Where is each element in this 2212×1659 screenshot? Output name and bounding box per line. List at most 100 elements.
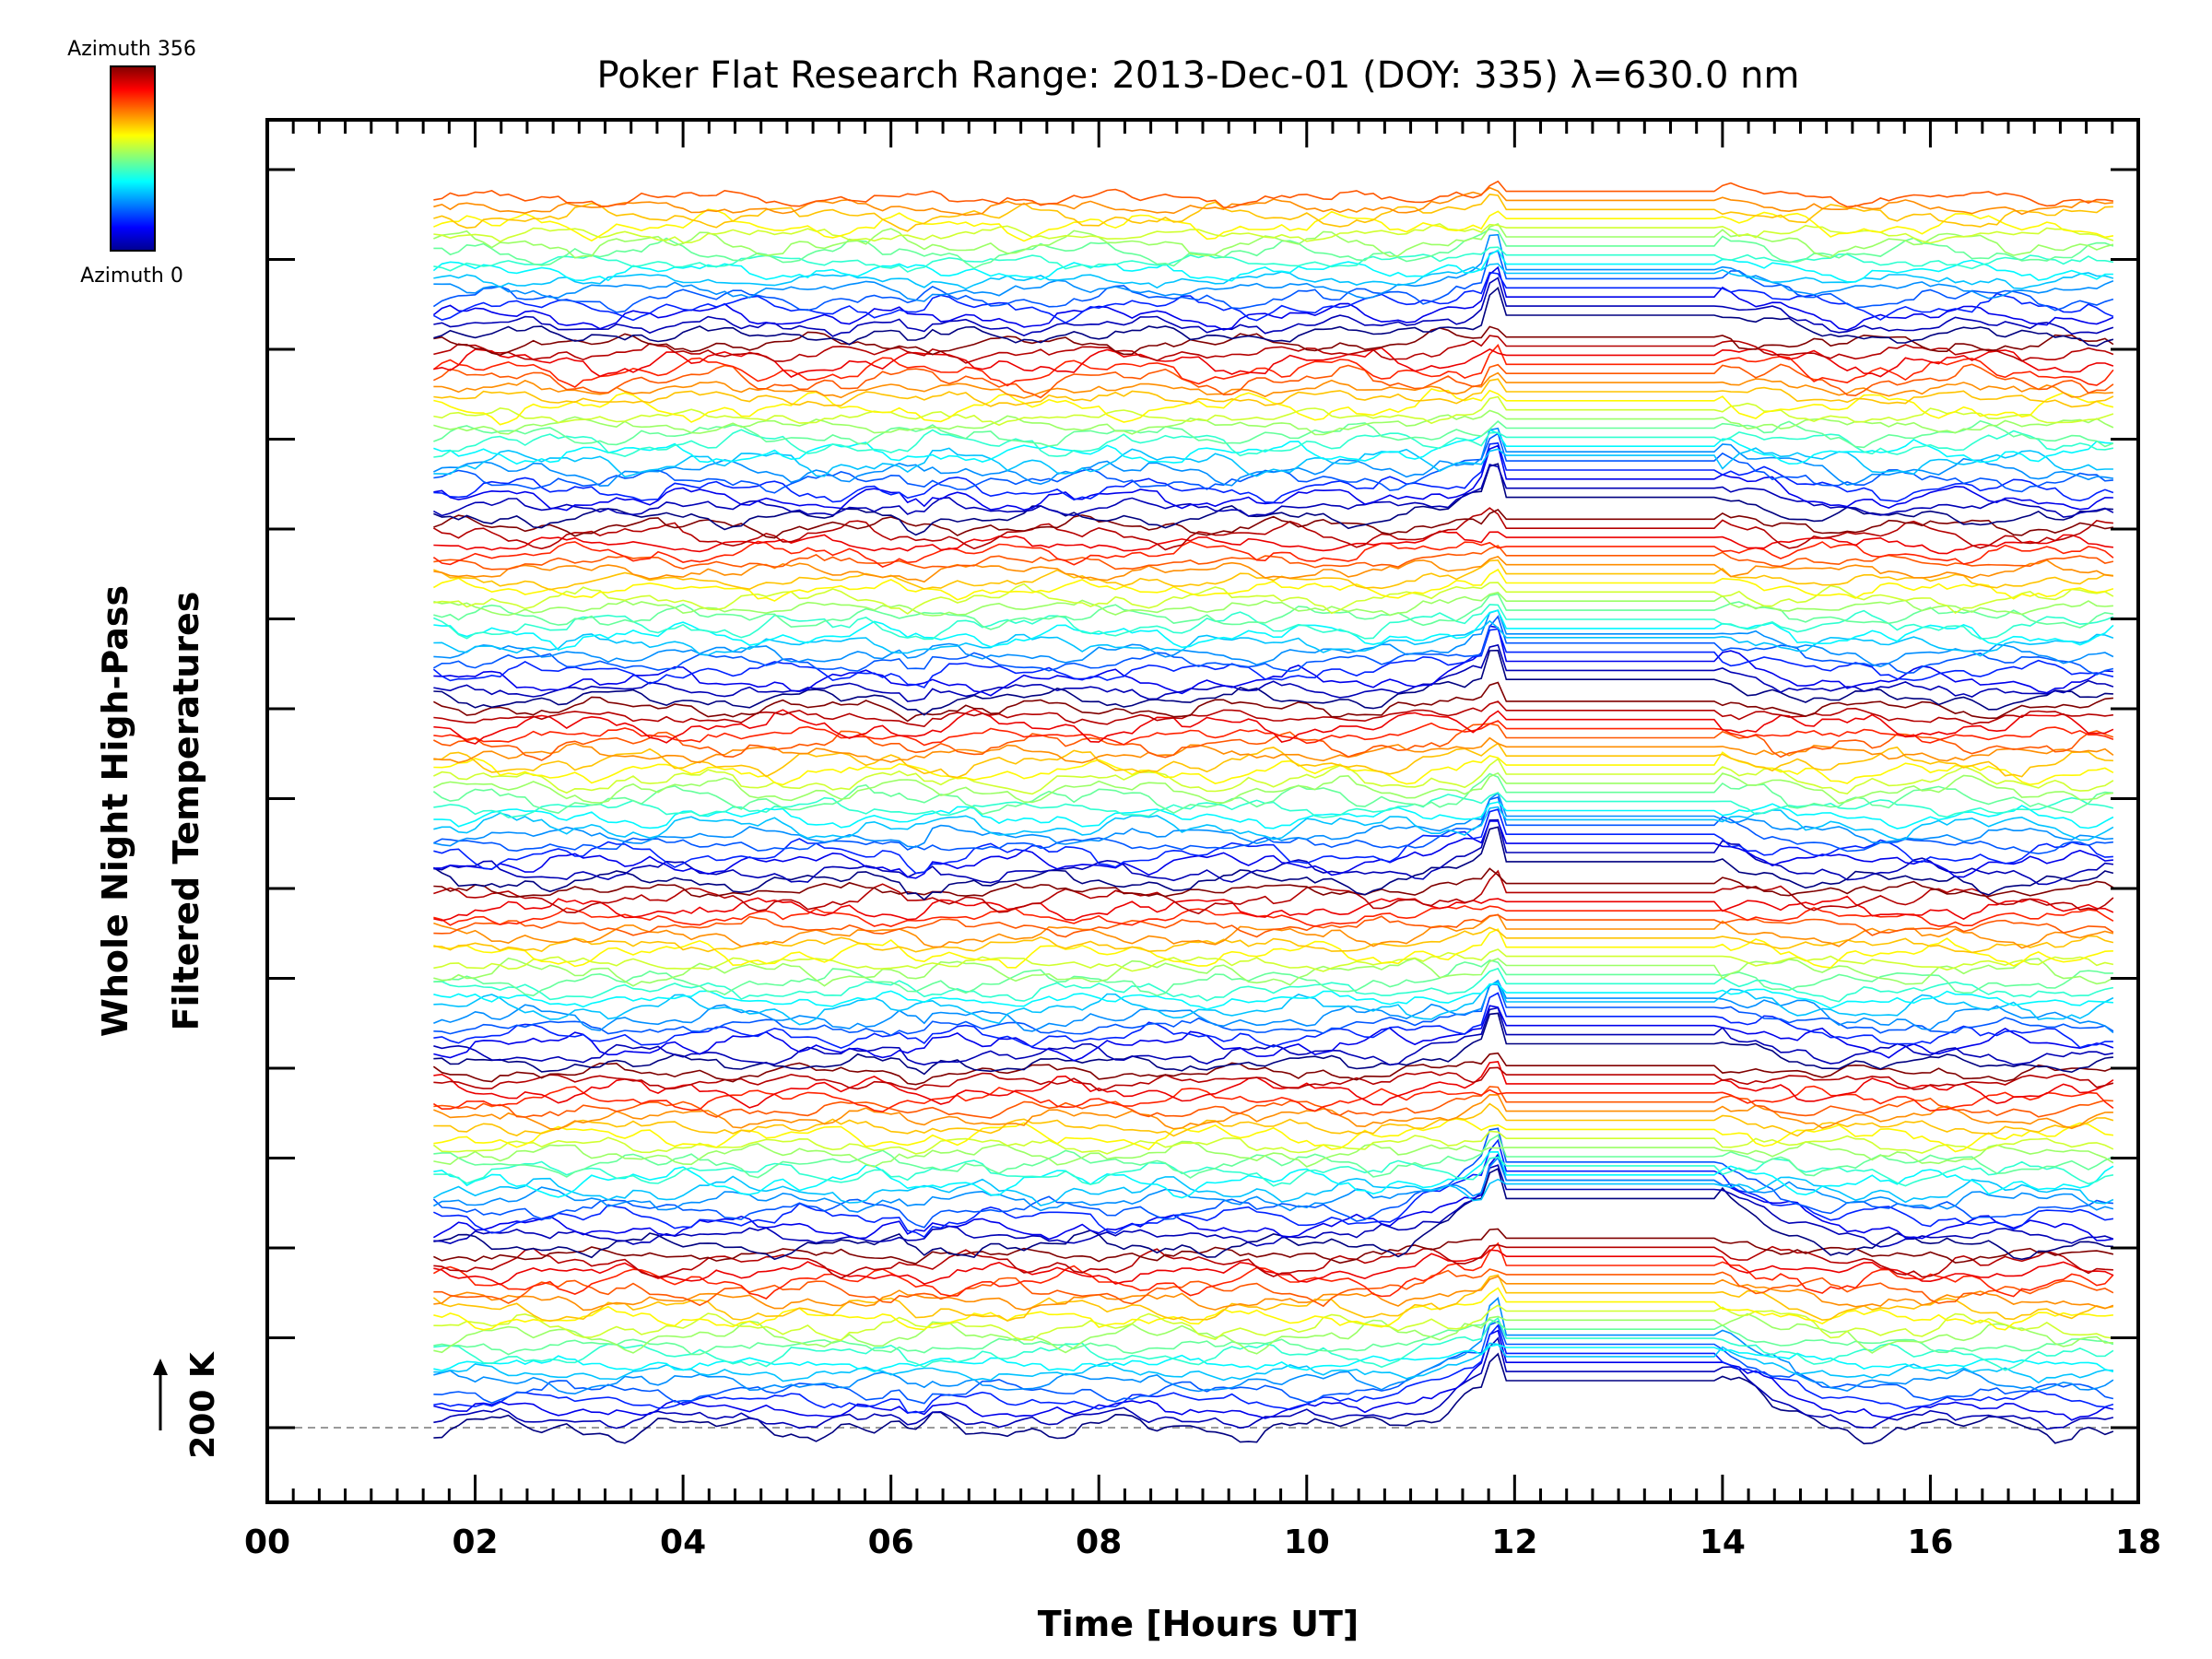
series-line xyxy=(433,758,2114,795)
series-line xyxy=(433,948,2114,972)
series-line xyxy=(433,276,2114,337)
x-tick-label: 14 xyxy=(1700,1524,1746,1561)
x-tick-label: 00 xyxy=(244,1524,290,1561)
series-line xyxy=(433,615,2114,676)
series-line xyxy=(433,643,2114,702)
series-line xyxy=(433,1287,2113,1331)
series-line xyxy=(432,1130,2114,1155)
series-line xyxy=(433,208,2114,242)
series-line xyxy=(433,1118,2113,1153)
colorbar-top-label: Azimuth 356 xyxy=(67,38,196,61)
series-line xyxy=(432,1127,2113,1229)
series-line xyxy=(433,347,2114,378)
series-line xyxy=(433,464,2114,518)
series-line xyxy=(432,507,2113,551)
series-line xyxy=(433,429,2113,465)
series-line xyxy=(433,959,2113,997)
series-line xyxy=(432,772,2113,816)
series-line xyxy=(433,604,2114,641)
series-line xyxy=(433,1276,2114,1312)
series-line xyxy=(433,233,2114,302)
series-line xyxy=(433,444,2113,512)
series-line xyxy=(433,286,2114,347)
x-tick-label: 04 xyxy=(660,1524,706,1561)
ticks xyxy=(265,120,2140,1502)
series-line xyxy=(433,791,2114,818)
x-tick-label: 18 xyxy=(2115,1524,2161,1561)
series-line xyxy=(433,447,2113,478)
series-line xyxy=(433,808,2113,875)
series-line xyxy=(433,1134,2114,1179)
series-line xyxy=(433,1061,2114,1109)
series-line xyxy=(432,250,2114,313)
x-tick-label: 16 xyxy=(1907,1524,1953,1561)
series-line xyxy=(433,1312,2113,1355)
series-line xyxy=(433,926,2114,954)
series-line xyxy=(433,1150,2114,1199)
series-line xyxy=(433,222,2114,244)
series-line xyxy=(433,619,2114,657)
series-line xyxy=(433,1320,2114,1405)
series-line xyxy=(433,1066,2114,1092)
series-line xyxy=(433,363,2114,399)
series-line xyxy=(433,593,2114,630)
series-line xyxy=(433,1093,2113,1131)
series-line xyxy=(433,1156,2114,1213)
series-line xyxy=(432,628,2114,688)
colorbar-gradient xyxy=(110,65,156,252)
series-line xyxy=(433,530,2113,555)
series-line xyxy=(433,1352,2114,1445)
plot-area: 00 02 04 06 08 10 12 14 16 18 xyxy=(244,118,2161,1561)
x-tick-label: 02 xyxy=(453,1524,499,1561)
scale-bar-label: 200 K xyxy=(184,1351,222,1459)
series-line xyxy=(433,1336,2114,1430)
series-line xyxy=(433,388,2114,426)
series-line xyxy=(433,736,2114,764)
series-line xyxy=(433,1324,2114,1414)
y-axis-label-line2: Filtered Temperatures xyxy=(166,592,206,1031)
series-line xyxy=(433,1167,2113,1261)
series-line xyxy=(433,751,2114,786)
series-line xyxy=(433,1329,2114,1421)
series-line xyxy=(432,1152,2114,1241)
series-line xyxy=(433,649,2113,716)
series-line xyxy=(433,1102,2114,1137)
series-line xyxy=(433,1228,2114,1265)
series-line xyxy=(432,826,2114,901)
series-line xyxy=(433,1005,2114,1062)
series-line xyxy=(433,967,2114,1003)
series-line xyxy=(433,867,2114,899)
colorbar: Azimuth 356 Azimuth 0 xyxy=(67,38,196,288)
series-line xyxy=(433,979,2114,1034)
series-line xyxy=(433,742,2113,779)
series-line xyxy=(433,609,2114,668)
series-line xyxy=(433,913,2114,949)
series-line xyxy=(433,186,2113,217)
series-line xyxy=(433,681,2113,723)
series-line xyxy=(433,904,2114,927)
series-line xyxy=(433,609,2114,652)
series-line xyxy=(433,982,2113,1010)
series-line xyxy=(433,419,2114,449)
series-line xyxy=(433,1086,2113,1119)
series-line xyxy=(433,1249,2114,1286)
series-line xyxy=(433,1268,2114,1308)
series-line xyxy=(432,540,2114,568)
series-line xyxy=(433,723,2114,761)
series-line xyxy=(433,1175,2114,1206)
series-line xyxy=(433,771,2113,805)
series-line xyxy=(433,371,2113,399)
series-line xyxy=(433,708,2114,745)
series-line xyxy=(433,194,2113,232)
series-line xyxy=(433,509,2114,539)
series-line xyxy=(433,1164,2114,1248)
series-line xyxy=(433,1296,2114,1395)
series-line xyxy=(433,1316,2114,1371)
scale-bar: 200 K xyxy=(153,1351,222,1459)
series-line xyxy=(433,568,2114,602)
series-line xyxy=(432,344,2114,388)
series-line xyxy=(433,820,2113,879)
series-line xyxy=(433,801,2114,830)
x-tick-label: 08 xyxy=(1076,1524,1122,1561)
